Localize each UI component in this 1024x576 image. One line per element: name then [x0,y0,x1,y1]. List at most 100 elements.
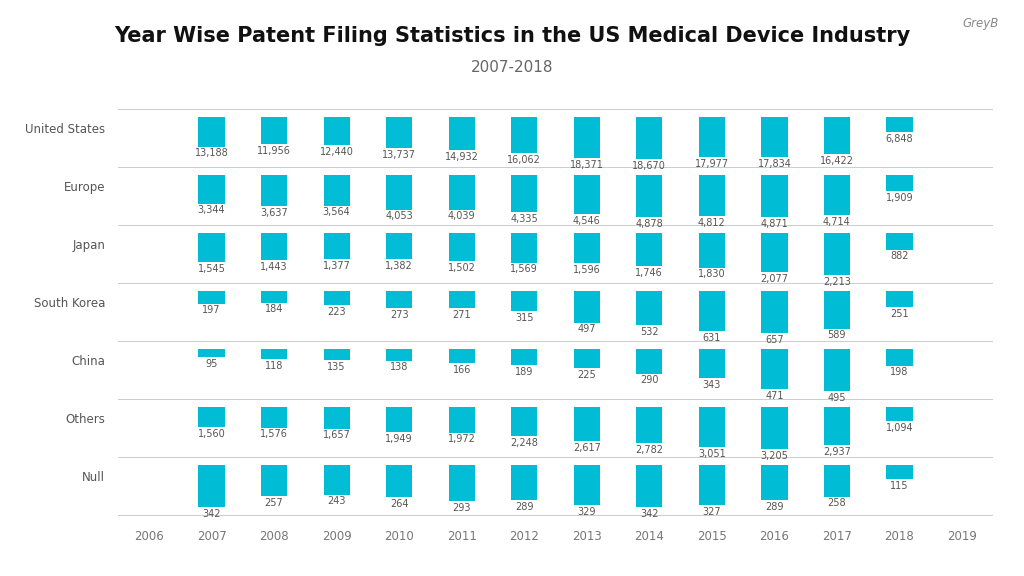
Bar [823,175,850,215]
Bar [511,233,538,263]
Text: 327: 327 [702,507,721,517]
Text: 12,440: 12,440 [319,147,353,157]
Text: 4,053: 4,053 [385,211,413,222]
Text: 225: 225 [578,370,596,380]
Bar [636,349,663,373]
Text: 1,746: 1,746 [636,268,664,278]
Bar [887,465,912,479]
Bar [449,117,475,150]
Bar [698,407,725,447]
Bar [324,407,350,429]
Bar [636,291,663,325]
Text: 2007-2018: 2007-2018 [471,60,553,75]
Bar [261,349,288,359]
Text: 4,546: 4,546 [572,216,601,226]
Bar [887,117,912,132]
Text: 290: 290 [640,375,658,385]
Bar [261,117,288,144]
Text: 138: 138 [390,362,409,373]
Text: 657: 657 [765,335,783,344]
Bar [324,117,350,145]
Text: 4,039: 4,039 [447,211,475,221]
Bar [199,117,224,146]
Bar [386,291,413,308]
Text: 189: 189 [515,367,534,377]
Text: 3,051: 3,051 [698,449,726,458]
Bar [511,465,538,501]
Text: 2,213: 2,213 [823,276,851,287]
Text: United States: United States [26,123,105,137]
Bar [511,291,538,311]
Bar [449,465,475,501]
Text: 13,188: 13,188 [195,148,228,158]
Bar [511,117,538,153]
Text: 1,972: 1,972 [447,434,476,445]
Bar [324,291,350,305]
Text: 2,248: 2,248 [510,438,539,448]
Bar [823,407,850,445]
Text: 589: 589 [827,330,846,340]
Text: 18,670: 18,670 [633,161,667,170]
Bar [449,291,475,308]
Text: 289: 289 [515,502,534,512]
Text: 251: 251 [890,309,908,319]
Text: 343: 343 [702,380,721,390]
Bar [823,117,850,154]
Bar [199,349,224,357]
Text: 315: 315 [515,313,534,323]
Text: 1,545: 1,545 [198,264,225,274]
Text: Null: Null [82,471,105,484]
Bar [199,465,224,507]
Text: 3,564: 3,564 [323,207,350,217]
Bar [887,233,912,249]
Text: Year Wise Patent Filing Statistics in the US Medical Device Industry: Year Wise Patent Filing Statistics in th… [114,26,910,46]
Text: 1,094: 1,094 [886,423,913,433]
Text: 4,335: 4,335 [510,214,539,224]
Text: 342: 342 [203,509,221,518]
Bar [261,465,288,497]
Text: 223: 223 [328,307,346,317]
Text: 271: 271 [453,310,471,320]
Bar [199,233,224,262]
Text: 4,878: 4,878 [636,218,664,229]
Bar [199,291,224,304]
Bar [636,175,663,217]
Text: GreyB: GreyB [963,17,998,31]
Bar [887,407,912,421]
Text: 135: 135 [328,362,346,372]
Text: 495: 495 [827,393,846,403]
Bar [386,233,413,259]
Text: 1,830: 1,830 [698,270,726,279]
Text: 184: 184 [265,305,284,314]
Text: 329: 329 [578,507,596,517]
Text: 118: 118 [265,361,284,371]
Text: 1,909: 1,909 [886,193,913,203]
Text: 1,382: 1,382 [385,261,413,271]
Bar [386,175,413,210]
Text: 3,637: 3,637 [260,208,288,218]
Bar [698,117,725,157]
Bar [511,407,538,437]
Bar [449,233,475,262]
Text: 18,371: 18,371 [569,160,604,170]
Text: 1,443: 1,443 [260,262,288,272]
Text: 16,422: 16,422 [820,156,854,165]
Text: 273: 273 [390,310,409,320]
Text: 4,714: 4,714 [823,217,851,227]
Text: 1,502: 1,502 [447,263,476,273]
Bar [449,407,475,433]
Text: 2,782: 2,782 [635,445,664,455]
Text: 243: 243 [328,497,346,506]
Text: 13,737: 13,737 [382,150,416,160]
Text: 293: 293 [453,503,471,513]
Text: 3,205: 3,205 [761,450,788,461]
Text: 3,344: 3,344 [198,206,225,215]
Text: 17,977: 17,977 [695,159,729,169]
Bar [698,465,725,505]
Text: 17,834: 17,834 [758,159,792,169]
Bar [761,407,787,449]
Text: 497: 497 [578,324,596,335]
Bar [636,233,663,266]
Bar [386,465,413,497]
Text: 166: 166 [453,365,471,375]
